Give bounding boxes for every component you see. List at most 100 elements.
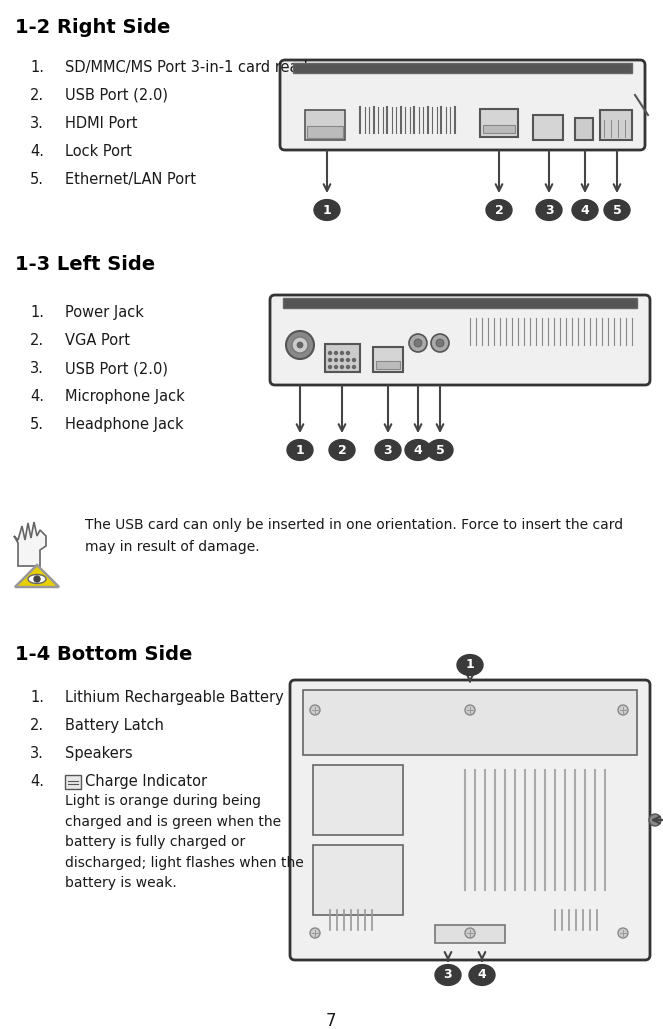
Text: 5.: 5. — [30, 417, 44, 432]
Bar — [313, 765, 403, 835]
Circle shape — [341, 358, 343, 361]
Bar — [305, 110, 345, 140]
Circle shape — [436, 339, 444, 347]
Ellipse shape — [604, 200, 630, 220]
Text: may in result of damage.: may in result of damage. — [85, 540, 260, 554]
Circle shape — [335, 365, 337, 368]
Text: 1-2 Right Side: 1-2 Right Side — [15, 17, 170, 37]
Bar — [283, 298, 637, 308]
Ellipse shape — [287, 439, 313, 460]
Ellipse shape — [469, 964, 495, 986]
Bar — [533, 115, 563, 140]
Bar — [600, 110, 632, 140]
Bar — [313, 845, 403, 915]
Text: Lithium Rechargeable Battery: Lithium Rechargeable Battery — [65, 690, 284, 705]
Circle shape — [341, 352, 343, 355]
Circle shape — [409, 334, 427, 352]
Circle shape — [353, 365, 355, 368]
FancyBboxPatch shape — [270, 295, 650, 385]
Text: 4: 4 — [477, 968, 487, 982]
Ellipse shape — [375, 439, 401, 460]
Text: 1.: 1. — [30, 305, 44, 320]
Text: SD/MMC/MS Port 3-in-1 card reader: SD/MMC/MS Port 3-in-1 card reader — [65, 60, 323, 75]
Text: USB Port (2.0): USB Port (2.0) — [65, 361, 168, 376]
Circle shape — [292, 338, 308, 353]
Text: 3: 3 — [384, 443, 392, 457]
Text: 2.: 2. — [30, 88, 44, 103]
FancyBboxPatch shape — [280, 60, 645, 150]
Text: 3.: 3. — [30, 116, 44, 131]
Circle shape — [347, 365, 349, 368]
Circle shape — [310, 705, 320, 715]
Circle shape — [347, 352, 349, 355]
Bar — [325, 344, 360, 372]
Text: 4: 4 — [581, 204, 589, 216]
Text: VGA Port: VGA Port — [65, 333, 130, 348]
Text: 3: 3 — [444, 968, 452, 982]
Circle shape — [649, 814, 661, 826]
Text: 1-3 Left Side: 1-3 Left Side — [15, 255, 155, 274]
Circle shape — [465, 928, 475, 938]
Text: 2.: 2. — [30, 718, 44, 733]
Circle shape — [328, 365, 332, 368]
Text: Headphone Jack: Headphone Jack — [65, 417, 184, 432]
Text: 3.: 3. — [30, 361, 44, 376]
Text: Microphone Jack: Microphone Jack — [65, 389, 185, 404]
Ellipse shape — [427, 439, 453, 460]
Bar — [373, 347, 403, 372]
Text: Light is orange during being
charged and is green when the
battery is fully char: Light is orange during being charged and… — [65, 794, 304, 890]
Circle shape — [335, 352, 337, 355]
Ellipse shape — [486, 200, 512, 220]
Text: Ethernet/LAN Port: Ethernet/LAN Port — [65, 172, 196, 187]
Ellipse shape — [405, 439, 431, 460]
Circle shape — [34, 576, 40, 582]
Text: Battery Latch: Battery Latch — [65, 718, 164, 733]
Text: Speakers: Speakers — [65, 746, 133, 761]
Circle shape — [353, 358, 355, 361]
Circle shape — [618, 705, 628, 715]
Text: HDMI Port: HDMI Port — [65, 116, 137, 131]
Ellipse shape — [329, 439, 355, 460]
Ellipse shape — [314, 200, 340, 220]
Text: 1.: 1. — [30, 690, 44, 705]
Circle shape — [341, 365, 343, 368]
Circle shape — [414, 339, 422, 347]
Text: 5: 5 — [436, 443, 444, 457]
Text: The USB card can only be inserted in one orientation. Force to insert the card: The USB card can only be inserted in one… — [85, 518, 623, 532]
Circle shape — [286, 331, 314, 359]
Text: USB Port (2.0): USB Port (2.0) — [65, 88, 168, 103]
Circle shape — [347, 358, 349, 361]
Polygon shape — [14, 522, 46, 566]
Text: 4: 4 — [414, 443, 422, 457]
Text: Charge Indicator: Charge Indicator — [85, 774, 207, 789]
Circle shape — [297, 342, 303, 348]
Text: 1: 1 — [296, 443, 304, 457]
Bar — [303, 690, 637, 755]
Polygon shape — [15, 565, 59, 587]
Text: 5: 5 — [613, 204, 621, 216]
Circle shape — [328, 352, 332, 355]
Text: 4.: 4. — [30, 774, 44, 789]
Circle shape — [335, 358, 337, 361]
Ellipse shape — [572, 200, 598, 220]
Text: 5.: 5. — [30, 172, 44, 187]
Bar — [435, 925, 505, 943]
Text: 3.: 3. — [30, 746, 44, 761]
Text: 1.: 1. — [30, 60, 44, 75]
FancyBboxPatch shape — [290, 680, 650, 960]
Text: 2: 2 — [337, 443, 346, 457]
Text: 7: 7 — [326, 1012, 336, 1029]
Text: 2: 2 — [495, 204, 503, 216]
Bar — [480, 109, 518, 137]
Bar — [65, 775, 81, 789]
Circle shape — [618, 928, 628, 938]
Bar — [293, 63, 632, 73]
Bar — [376, 361, 400, 369]
Text: 1: 1 — [465, 659, 474, 672]
Text: 1-4 Bottom Side: 1-4 Bottom Side — [15, 645, 192, 664]
Bar — [307, 126, 343, 138]
Ellipse shape — [28, 574, 46, 583]
Ellipse shape — [435, 964, 461, 986]
Circle shape — [465, 705, 475, 715]
Text: 3: 3 — [545, 204, 554, 216]
